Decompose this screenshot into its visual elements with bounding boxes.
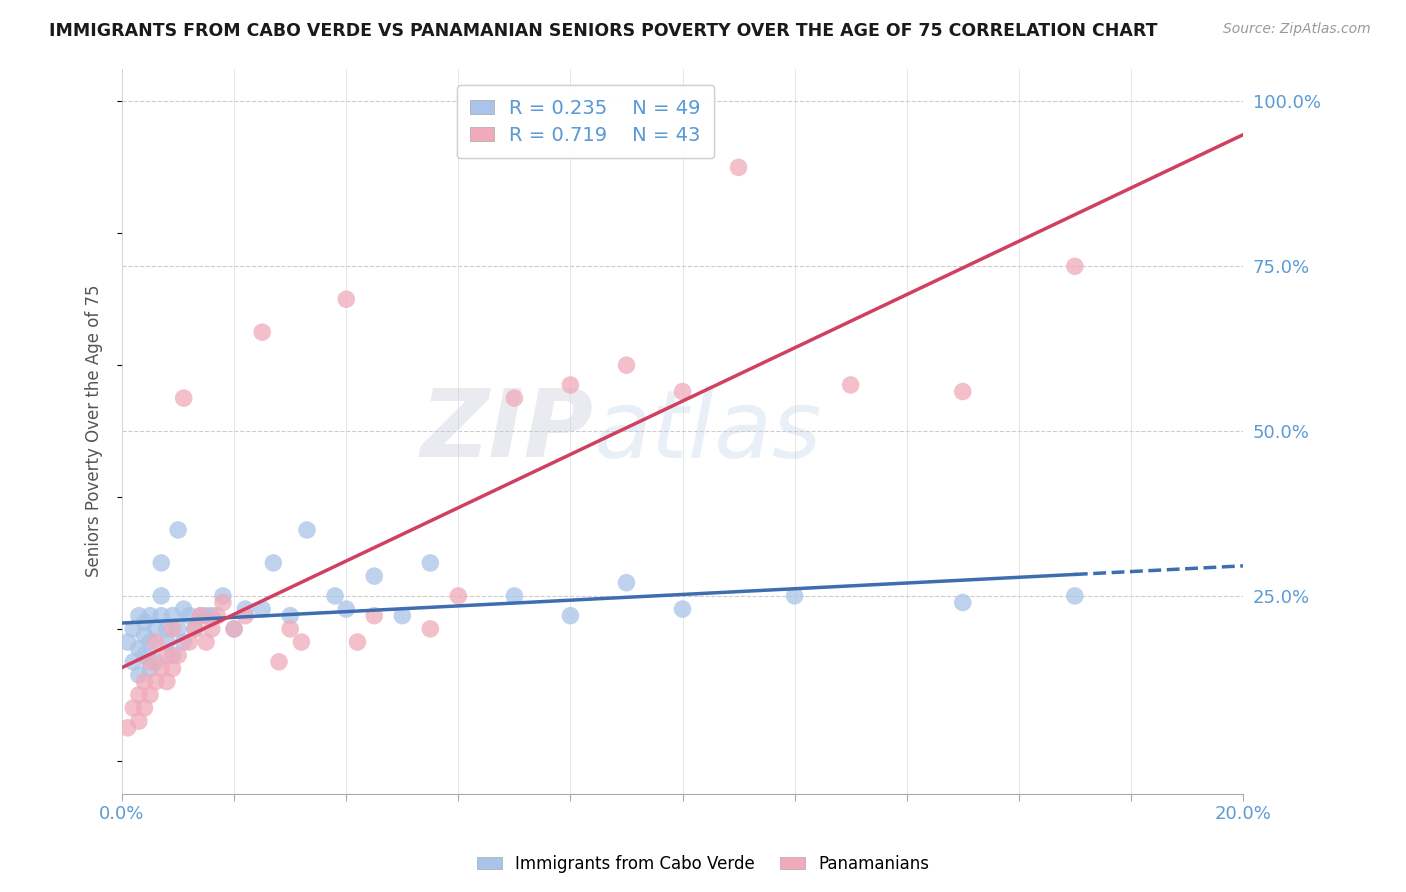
Point [212, 595, 235, 609]
Point [150, 556, 173, 570]
Text: Source: ZipAtlas.com: Source: ZipAtlas.com [1223, 22, 1371, 37]
Point [201, 622, 224, 636]
Y-axis label: Seniors Poverty Over the Age of 75: Seniors Poverty Over the Age of 75 [86, 285, 103, 577]
Point [128, 668, 150, 682]
Point [190, 608, 212, 623]
Point [250, 325, 273, 339]
Point [290, 635, 312, 649]
Point [139, 608, 162, 623]
Point [295, 523, 318, 537]
Point [616, 358, 638, 372]
Point [671, 384, 693, 399]
Point [167, 622, 190, 636]
Point [783, 589, 806, 603]
Point [616, 575, 638, 590]
Point [419, 622, 441, 636]
Point [150, 608, 173, 623]
Point [335, 602, 357, 616]
Point [179, 608, 201, 623]
Point [156, 635, 179, 649]
Point [224, 622, 246, 636]
Point [134, 648, 156, 663]
Point [162, 608, 184, 623]
Point [363, 569, 385, 583]
Point [122, 701, 145, 715]
Point [184, 622, 207, 636]
Point [117, 721, 139, 735]
Point [139, 655, 162, 669]
Point [167, 648, 190, 663]
Text: atlas: atlas [593, 385, 821, 476]
Point [250, 602, 273, 616]
Point [139, 688, 162, 702]
Point [727, 161, 749, 175]
Point [195, 635, 218, 649]
Point [184, 622, 207, 636]
Point [560, 608, 582, 623]
Point [671, 602, 693, 616]
Point [267, 655, 290, 669]
Point [207, 608, 229, 623]
Legend: Immigrants from Cabo Verde, Panamanians: Immigrants from Cabo Verde, Panamanians [470, 848, 936, 880]
Point [278, 622, 301, 636]
Legend: R = 0.235    N = 49, R = 0.719    N = 43: R = 0.235 N = 49, R = 0.719 N = 43 [457, 86, 714, 159]
Point [190, 608, 212, 623]
Point [128, 608, 150, 623]
Point [839, 378, 862, 392]
Point [278, 608, 301, 623]
Point [235, 602, 257, 616]
Point [447, 589, 470, 603]
Point [212, 589, 235, 603]
Point [150, 661, 173, 675]
Point [262, 556, 284, 570]
Point [1063, 589, 1085, 603]
Point [560, 378, 582, 392]
Point [128, 641, 150, 656]
Text: ZIP: ZIP [420, 385, 593, 477]
Point [150, 589, 173, 603]
Text: IMMIGRANTS FROM CABO VERDE VS PANAMANIAN SENIORS POVERTY OVER THE AGE OF 75 CORR: IMMIGRANTS FROM CABO VERDE VS PANAMANIAN… [49, 22, 1157, 40]
Point [139, 661, 162, 675]
Point [117, 635, 139, 649]
Point [145, 655, 167, 669]
Point [503, 589, 526, 603]
Point [224, 622, 246, 636]
Point [134, 615, 156, 630]
Point [134, 628, 156, 642]
Point [201, 608, 224, 623]
Point [122, 622, 145, 636]
Point [156, 622, 179, 636]
Point [335, 292, 357, 306]
Point [145, 622, 167, 636]
Point [156, 674, 179, 689]
Point [128, 688, 150, 702]
Point [346, 635, 368, 649]
Point [179, 635, 201, 649]
Point [145, 635, 167, 649]
Point [323, 589, 346, 603]
Point [162, 622, 184, 636]
Point [952, 384, 974, 399]
Point [173, 391, 195, 405]
Point [134, 701, 156, 715]
Point [1063, 260, 1085, 274]
Point [952, 595, 974, 609]
Point [419, 556, 441, 570]
Point [156, 648, 179, 663]
Point [122, 655, 145, 669]
Point [235, 608, 257, 623]
Point [128, 714, 150, 728]
Point [134, 674, 156, 689]
Point [391, 608, 413, 623]
Point [363, 608, 385, 623]
Point [195, 608, 218, 623]
Point [173, 602, 195, 616]
Point [162, 661, 184, 675]
Point [162, 648, 184, 663]
Point [145, 674, 167, 689]
Point [173, 635, 195, 649]
Point [167, 523, 190, 537]
Point [503, 391, 526, 405]
Point [139, 635, 162, 649]
